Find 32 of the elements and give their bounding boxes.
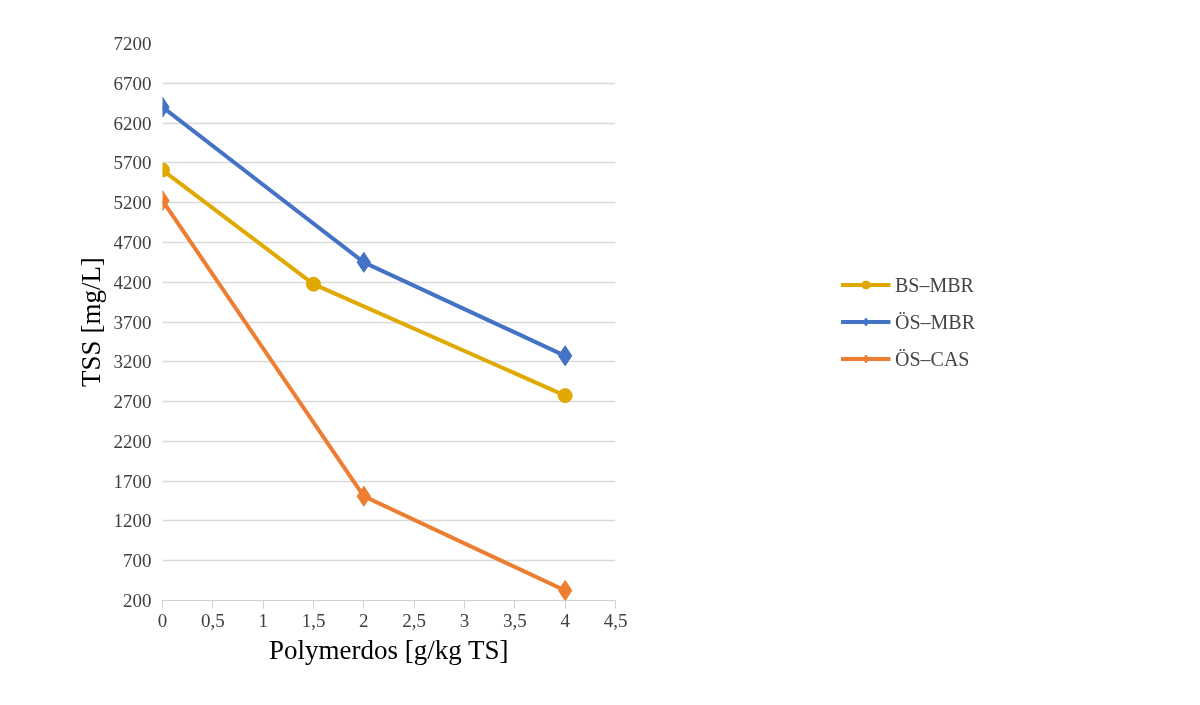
x-tick-label: 4,5	[603, 609, 628, 631]
y-axis-title: TSS [mg/L]	[75, 257, 106, 387]
y-tick-label: 5200	[113, 192, 152, 214]
x-axis-title: Polymerdos [g/kg TS]	[269, 634, 509, 665]
y-tick-label: 200	[123, 590, 152, 611]
y-tick-label: 5700	[113, 152, 152, 174]
x-tick-label: 3,5	[502, 609, 527, 631]
x-tick-label: 2,5	[402, 609, 427, 631]
y-tick-label: 4200	[113, 271, 152, 293]
point	[557, 388, 573, 404]
x-tick-label: 2	[359, 609, 369, 631]
x-tick-label: 1	[258, 609, 268, 631]
x-tick-label: 3	[459, 609, 470, 631]
x-tick-label: 1,5	[301, 609, 326, 631]
y-tick-label: 700	[123, 550, 152, 572]
point	[558, 580, 573, 601]
legend-label: BS–MBR	[894, 273, 974, 296]
y-tick-label: 3700	[113, 311, 152, 333]
y-tick-label: 4700	[113, 231, 152, 253]
legend-label: ÖS–MBR	[894, 310, 976, 333]
y-tick-label: 3200	[113, 351, 152, 373]
y-tick-label: 2200	[113, 430, 152, 452]
y-tick-label: 6200	[113, 112, 152, 134]
y-tick-label: 2700	[113, 391, 152, 413]
y-tick-label: 1700	[113, 470, 152, 492]
y-tick-label: 1200	[113, 510, 152, 532]
y-tick-label: 6700	[113, 72, 152, 94]
x-tick-label: 4	[560, 609, 571, 631]
y-tick-label: 7200	[113, 33, 152, 54]
legend-label: ÖS–CAS	[894, 347, 970, 370]
x-tick-label: 0	[157, 609, 168, 631]
x-tick-label: 0,5	[200, 609, 225, 631]
